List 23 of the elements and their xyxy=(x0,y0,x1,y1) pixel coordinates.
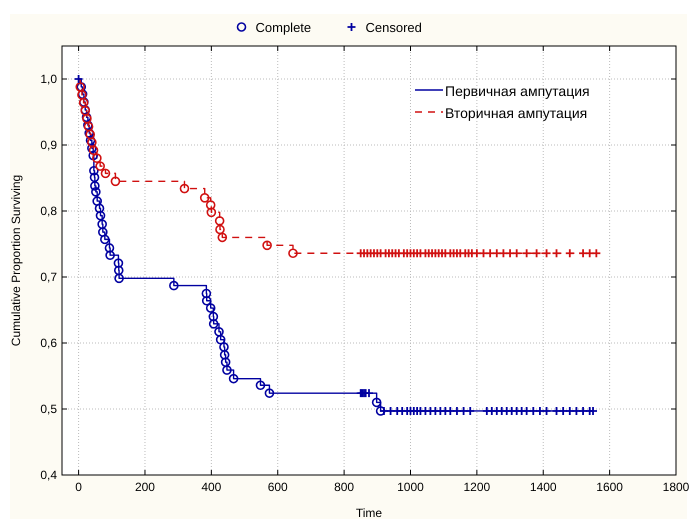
y-tick-label: 0,8 xyxy=(40,204,58,218)
y-tick-label: 0,7 xyxy=(40,270,58,284)
x-tick-label: 1200 xyxy=(464,480,491,494)
x-tick-label: 400 xyxy=(201,480,222,494)
x-tick-label: 1400 xyxy=(530,480,557,494)
y-tick-label: 0,4 xyxy=(40,468,58,482)
x-tick-label: 200 xyxy=(134,480,156,494)
y-tick-label: 0,6 xyxy=(40,336,58,350)
x-tick-label: 1000 xyxy=(397,480,424,494)
y-tick-label: 0,5 xyxy=(40,402,58,416)
legend-label: Complete xyxy=(256,20,312,35)
x-tick-label: 0 xyxy=(75,480,82,494)
legend-label: Censored xyxy=(366,20,422,35)
legend-label: Первичная ампутация xyxy=(445,83,590,99)
x-tick-label: 800 xyxy=(334,480,354,494)
x-tick-label: 1800 xyxy=(662,480,690,494)
x-axis-title: Time xyxy=(356,506,382,520)
x-tick-label: 600 xyxy=(268,480,288,494)
x-tick-label: 1600 xyxy=(596,480,624,494)
legend-label: Вторичная ампутация xyxy=(445,105,588,121)
y-tick-label: 1,0 xyxy=(40,72,58,86)
y-axis-title: Cumulative Proportion Surviving xyxy=(9,174,23,346)
y-tick-label: 0,9 xyxy=(40,138,58,152)
